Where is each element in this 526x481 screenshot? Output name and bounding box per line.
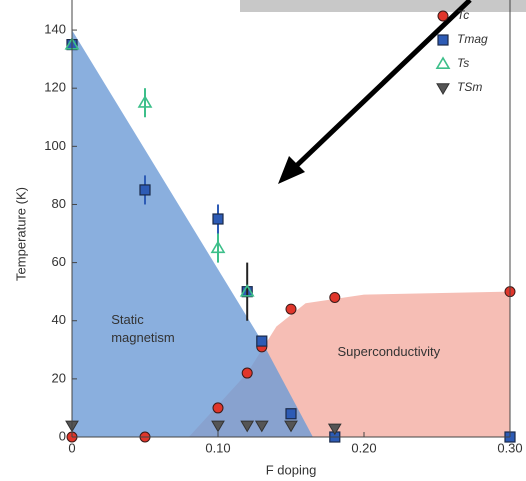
region-label: Superconductivity <box>338 344 441 359</box>
y-tick-label: 40 <box>52 312 66 327</box>
y-tick-label: 20 <box>52 370 66 385</box>
legend-label: Tmag <box>457 32 488 46</box>
legend-marker <box>437 84 449 94</box>
region <box>72 30 313 437</box>
region-label: Static <box>111 312 144 327</box>
marker <box>286 304 296 314</box>
chart: Superconductivity Static magnetism F dopin… <box>0 0 526 481</box>
y-tick-label: 140 <box>44 22 66 37</box>
y-tick-label: 60 <box>52 254 66 269</box>
y-tick-label: 80 <box>52 196 66 211</box>
x-tick-label: 0.10 <box>205 440 230 455</box>
marker <box>213 214 223 224</box>
y-tick-label: 100 <box>44 138 66 153</box>
legend-marker <box>437 58 449 68</box>
marker <box>286 409 296 419</box>
y-tick-label: 120 <box>44 80 66 95</box>
x-tick-label: 0.20 <box>351 440 376 455</box>
y-tick-label: 0 <box>59 428 66 443</box>
marker <box>140 185 150 195</box>
y-axis-label: Temperature (K) <box>13 187 28 281</box>
marker <box>242 368 252 378</box>
legend-label: Ts <box>457 56 469 70</box>
legend-label: TSm <box>457 80 482 94</box>
marker <box>257 336 267 346</box>
x-tick-label: 0 <box>68 440 75 455</box>
legend-marker <box>438 11 448 21</box>
marker <box>213 403 223 413</box>
background-strip <box>240 0 526 12</box>
marker <box>330 292 340 302</box>
x-axis-label: F doping <box>266 462 317 477</box>
legend-label: Tc <box>457 8 469 22</box>
region-label: magnetism <box>111 330 175 345</box>
x-tick-label: 0.30 <box>497 440 522 455</box>
legend-marker <box>438 35 448 45</box>
